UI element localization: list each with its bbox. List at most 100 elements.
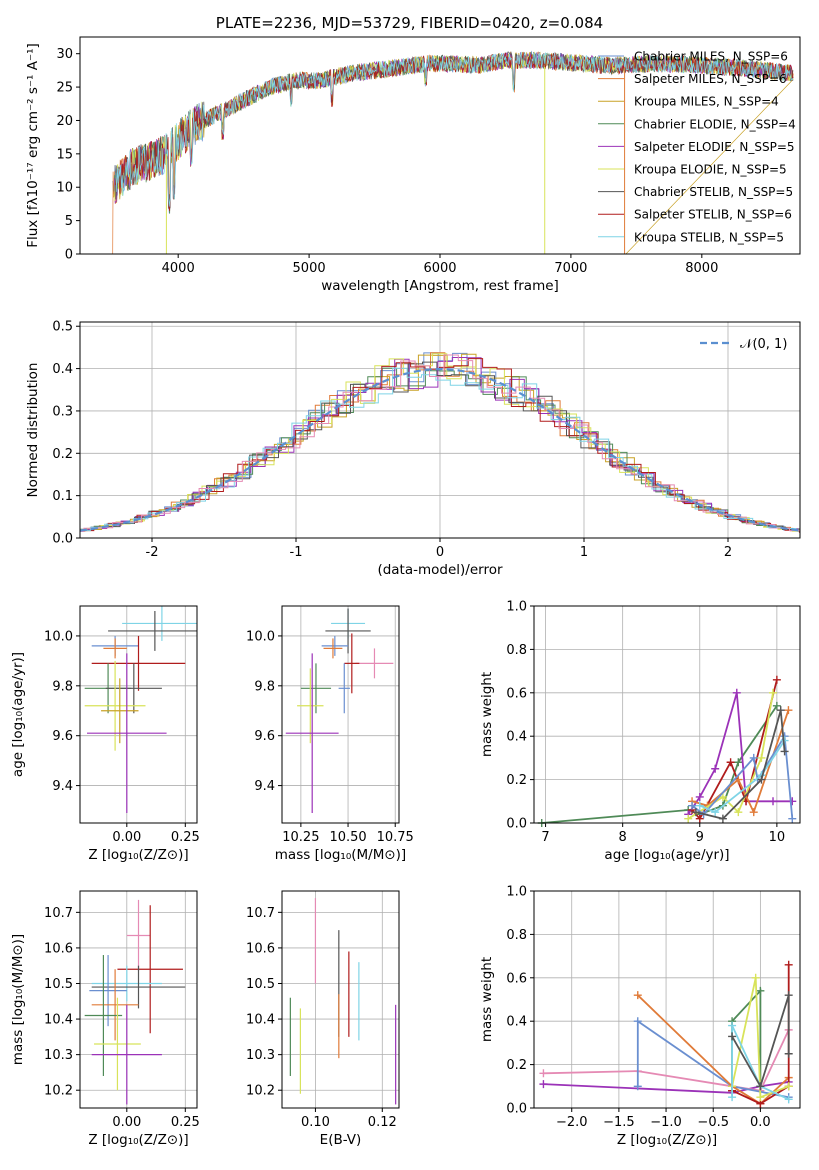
panel-age-vs-Z: 0.00 0.25 9.4 9.6 9.8 10.0 Z [log₁₀(Z/Z⊙)] age … [10, 605, 200, 863]
data-point [84, 955, 123, 1076]
data-point [101, 678, 139, 744]
point-marker [756, 1082, 765, 1091]
x-tick-label: −0.5 [697, 1115, 729, 1130]
axes-frame [281, 605, 400, 824]
x-tick-label: 0.25 [171, 1115, 200, 1130]
y-tick-label: 9.4 [52, 779, 73, 794]
normal-reference-curve [79, 367, 801, 532]
legend-label: Kroupa MILES, N_SSP=4 [634, 95, 779, 109]
y-tick-label: 0.2 [52, 447, 73, 462]
x-tick-label: 10 [769, 830, 786, 845]
point-marker [769, 797, 778, 806]
series-line [731, 994, 790, 1089]
point-marker [633, 1082, 642, 1091]
y-tick-label: 0.0 [52, 532, 73, 547]
data-point [87, 653, 167, 814]
y-tick-label: 30 [56, 47, 73, 62]
point-marker [784, 960, 793, 969]
y-tick-label: 9.6 [52, 729, 73, 744]
y-tick-label: 9.8 [52, 679, 73, 694]
point-marker [769, 688, 778, 697]
panel-mass-vs-Z: 0.00 0.25 10.2 10.3 10.4 10.5 10.6 10.7 Z [log₁₀… [10, 890, 200, 1148]
x-tick-label: 2 [724, 545, 732, 560]
axes-frame [533, 890, 801, 1109]
x-tick-label: 1 [580, 545, 588, 560]
point-marker [757, 753, 766, 762]
legend: 𝒩(0, 1) [700, 337, 787, 352]
point-marker [732, 688, 741, 697]
data-point [117, 905, 183, 1034]
y-tick-label: 10.7 [246, 906, 275, 921]
x-axis-label: Z [log₁₀(Z/Z⊙)] [88, 847, 188, 863]
point-marker [772, 701, 781, 710]
panel-residuals: -2 -1 0 1 2 0.0 0.1 0.2 0.3 0.4 0.5 (data-model)/er… [25, 320, 801, 578]
y-tick-label: 0.4 [52, 362, 73, 377]
x-tick-label: -2 [146, 545, 159, 560]
data-point [91, 635, 186, 691]
data-point [126, 899, 151, 972]
y-tick-label: 0.6 [506, 971, 527, 986]
legend-label: Salpeter ELODIE, N_SSP=5 [634, 140, 795, 154]
legend-label: Kroupa STELIB, N_SSP=5 [634, 230, 784, 244]
data-point [321, 635, 349, 656]
chart-title: PLATE=2236, MJD=53729, FIBERID=0420, z=0… [216, 14, 603, 32]
legend-label: Chabrier MILES, N_SSP=6 [634, 50, 788, 64]
data-point [108, 610, 197, 651]
x-axis-label: E(B-V) [320, 1132, 362, 1148]
y-tick-label: 10.2 [44, 1084, 73, 1099]
y-tick-label: 1.0 [506, 600, 527, 615]
legend-label: Salpeter STELIB, N_SSP=6 [634, 208, 792, 222]
y-axis-label: mass weight [479, 957, 495, 1042]
y-tick-label: 0.4 [506, 730, 527, 745]
y-tick-label: 15 [56, 147, 73, 162]
axes-frame [533, 605, 801, 824]
x-tick-label: 7000 [554, 261, 587, 276]
x-tick-label: 0 [436, 545, 444, 560]
x-tick-label: −1.5 [603, 1115, 635, 1130]
y-tick-label: 10.3 [246, 1048, 275, 1063]
legend-label: Chabrier STELIB, N_SSP=5 [634, 185, 793, 199]
series-line [731, 1025, 790, 1101]
panel-mass-vs-EBV: 0.10 0.12 10.2 10.3 10.4 10.5 10.6 10.7 E(B-V) [246, 890, 400, 1148]
x-axis-label: wavelength [Angstrom, rest frame] [321, 278, 559, 294]
point-marker [780, 747, 789, 756]
y-tick-label: 9.8 [254, 679, 275, 694]
x-tick-label: −2.0 [556, 1115, 588, 1130]
y-tick-label: 0.0 [506, 817, 527, 832]
panel-mass-weight-vs-age: 7 8 9 10 0.0 0.2 0.4 0.6 0.8 1.0 age [log₁₀(age/yr… [479, 600, 801, 863]
y-tick-label: 10 [56, 181, 73, 196]
point-marker [756, 986, 765, 995]
data-point [94, 997, 141, 1091]
data-point [325, 608, 371, 654]
point-marker [776, 706, 785, 715]
y-tick-label: 0.6 [506, 686, 527, 701]
x-tick-label: 0.00 [112, 1115, 141, 1130]
x-axis-label: age [log₁₀(age/yr)] [604, 847, 729, 863]
y-tick-label: 0.3 [52, 404, 73, 419]
y-axis-label: age [log₁₀(age/yr)] [10, 652, 26, 777]
legend-label: 𝒩(0, 1) [740, 337, 787, 352]
axes-frame [79, 605, 198, 824]
x-axis-label: mass [log₁₀(M/M⊙)] [275, 847, 406, 863]
data-point [344, 633, 360, 694]
point-marker [695, 814, 704, 823]
panel-spectrum: PLATE=2236, MJD=53729, FIBERID=0420, z=0… [25, 14, 801, 294]
point-marker [684, 814, 693, 823]
data-point [122, 606, 197, 641]
y-tick-label: 0.1 [52, 489, 73, 504]
point-marker [711, 808, 720, 817]
legend: Chabrier MILES, N_SSP=6 Salpeter MILES, N… [598, 50, 796, 244]
x-axis-label: (data-model)/error [377, 562, 503, 578]
mass-weight-series [684, 688, 797, 819]
point-marker [788, 814, 797, 823]
data-point [91, 1004, 162, 1105]
point-marker [728, 1021, 737, 1030]
y-tick-label: 0.4 [506, 1015, 527, 1030]
data-point [91, 965, 162, 1002]
x-tick-label: 8 [619, 830, 627, 845]
y-axis-label: mass weight [479, 672, 495, 757]
axes-frame [79, 890, 198, 1109]
axes-frame [79, 36, 801, 255]
data-point [300, 663, 332, 714]
histogram-series [80, 367, 800, 532]
